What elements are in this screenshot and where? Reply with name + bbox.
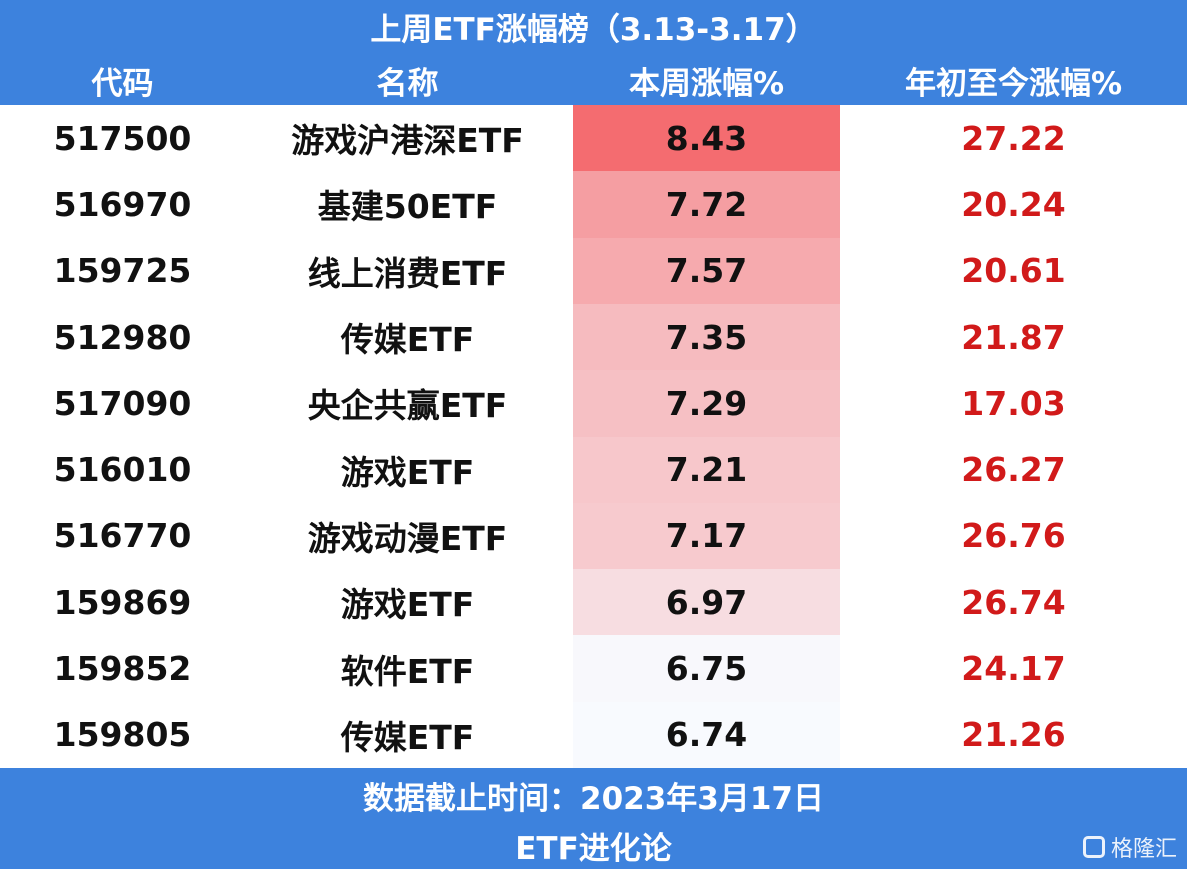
weekly-change: 7.57 <box>665 251 748 291</box>
weekly-change: 6.97 <box>665 582 748 622</box>
ytd-change: 21.87 <box>961 317 1066 357</box>
ytd-change: 21.26 <box>961 715 1066 755</box>
heat-cell <box>573 635 840 703</box>
heat-cell <box>573 436 840 504</box>
code: 159805 <box>53 715 192 755</box>
weekly-change: 7.72 <box>665 184 748 224</box>
heat-cell <box>573 502 840 570</box>
footer-line: 数据截止时间：2023年3月17日 <box>363 780 824 817</box>
column-header: 代码 <box>91 65 154 102</box>
ytd-change: 26.74 <box>961 582 1066 622</box>
weekly-change: 7.21 <box>665 450 748 490</box>
column-header: 名称 <box>376 65 439 102</box>
column-header: 年初至今涨幅% <box>904 65 1123 102</box>
ytd-change: 26.27 <box>961 450 1066 490</box>
title: 上周ETF涨幅榜（3.13-3.17） <box>370 11 817 48</box>
ytd-change: 20.24 <box>961 184 1066 224</box>
weekly-change: 6.75 <box>665 649 748 689</box>
name: 基建50ETF <box>317 187 498 227</box>
name: 央企共赢ETF <box>307 386 508 426</box>
heat-cell <box>573 569 840 636</box>
weekly-change: 8.43 <box>665 118 748 158</box>
watermark-icon <box>1082 836 1105 858</box>
header-band <box>0 0 1187 105</box>
name: 游戏ETF <box>340 585 475 625</box>
heat-cell <box>573 237 840 305</box>
ytd-change: 24.17 <box>961 649 1066 689</box>
name: 游戏沪港深ETF <box>291 121 524 161</box>
name: 传媒ETF <box>340 717 475 757</box>
name: 传媒ETF <box>340 320 475 360</box>
heat-cell <box>573 701 840 769</box>
code: 517090 <box>53 383 192 423</box>
ytd-change: 27.22 <box>961 118 1066 158</box>
name: 游戏ETF <box>340 452 475 492</box>
heat-cell <box>573 105 840 172</box>
column-header: 本周涨幅% <box>628 65 785 102</box>
name: 游戏动漫ETF <box>307 518 508 558</box>
name: 线上消费ETF <box>307 253 508 293</box>
ytd-change: 26.76 <box>961 516 1066 556</box>
footer-band <box>0 768 1187 869</box>
code: 159852 <box>53 649 192 689</box>
heat-cell <box>573 303 840 371</box>
weekly-change: 7.35 <box>665 317 748 357</box>
ytd-change: 20.61 <box>961 251 1066 291</box>
watermark: 格隆汇 <box>1082 831 1177 863</box>
code: 517500 <box>53 118 192 158</box>
code: 516970 <box>53 184 192 224</box>
watermark-text: 格隆汇 <box>1110 837 1177 862</box>
heat-cell <box>573 370 840 437</box>
code: 516010 <box>53 450 192 490</box>
weekly-change: 7.17 <box>665 516 748 556</box>
name: 软件ETF <box>340 651 475 691</box>
code: 512980 <box>53 317 192 357</box>
code: 516770 <box>53 516 192 556</box>
footer-line: ETF进化论 <box>515 830 672 867</box>
weekly-change: 6.74 <box>665 715 748 755</box>
code: 159869 <box>53 582 192 622</box>
ytd-change: 17.03 <box>961 383 1066 423</box>
code: 159725 <box>53 251 192 291</box>
heat-cell <box>573 171 840 239</box>
weekly-change: 7.29 <box>665 383 748 423</box>
